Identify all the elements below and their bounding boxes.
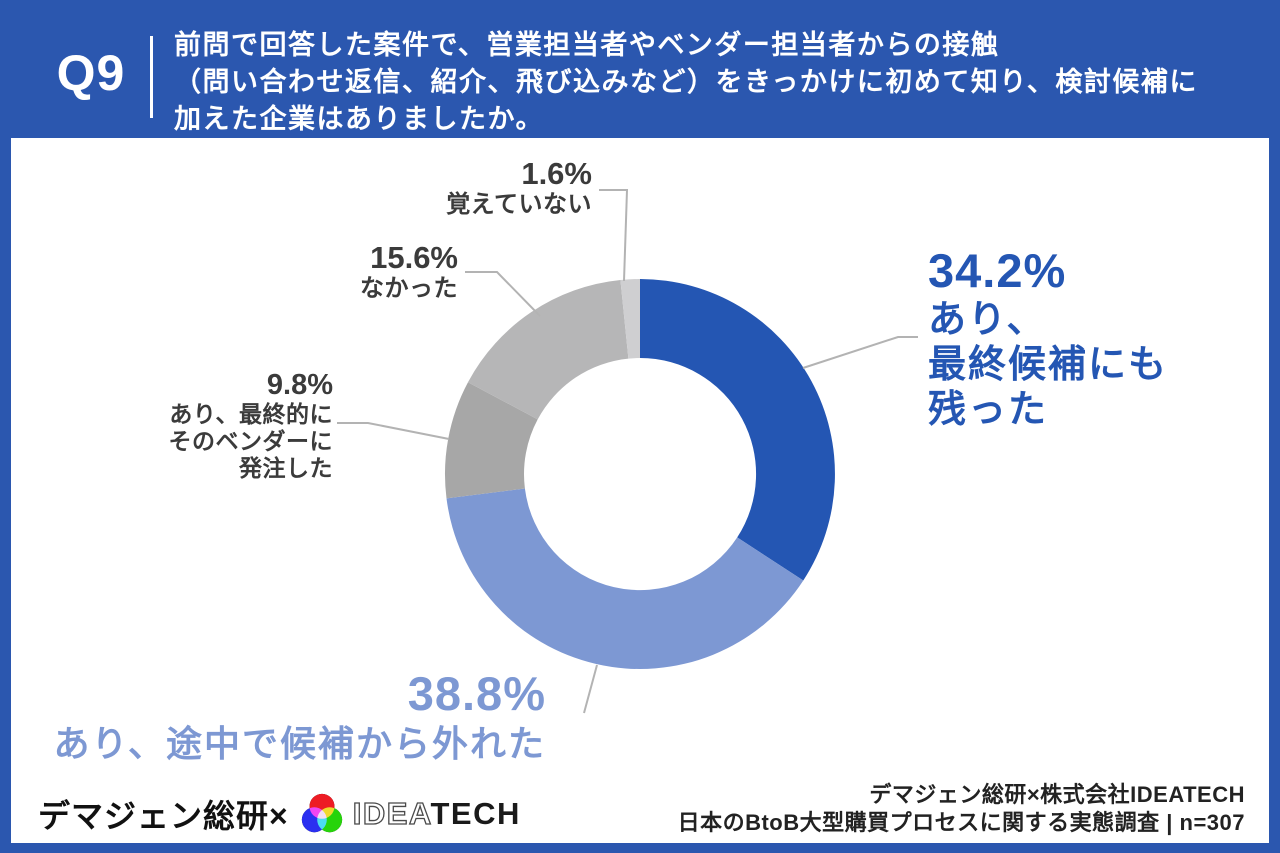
brand-name: デマジェン総研× — [38, 798, 289, 834]
segment-label-line: あり、 — [928, 299, 1047, 341]
percentage-label: 9.8% — [266, 369, 333, 401]
question-line-3: 加えた企業はありましたか。 — [174, 104, 544, 134]
percentage-label: 1.6% — [521, 156, 592, 191]
segment-label-line: 最終候補にも — [928, 344, 1169, 386]
callout-oboeteinai: 1.6% 覚えていない — [330, 156, 592, 219]
header: Q9 前問で回答した案件で、営業担当者やベンダー担当者からの接触 （問い合わせ返… — [0, 0, 1280, 138]
leader-line — [337, 422, 450, 440]
survey-credit: デマジェン総研×株式会社IDEATECH 日本のBtoB大型購買プロセスに関する… — [678, 781, 1245, 837]
donut-slice-0 — [640, 279, 835, 581]
donut-slice-3 — [468, 280, 629, 420]
callout-ari-hacchu: 9.8% あり、最終的に そのベンダーに 発注した — [133, 369, 334, 482]
segment-label-line: 覚えていない — [446, 191, 592, 218]
ideatech-logo-text: IDEATECH — [352, 795, 521, 832]
credit-line-1: デマジェン総研×株式会社IDEATECH — [869, 782, 1245, 807]
logo-tech-part: TECH — [430, 796, 521, 831]
segment-label-line: 発注した — [239, 455, 333, 481]
question-number: Q9 — [56, 45, 126, 101]
percentage-label: 15.6% — [370, 240, 458, 275]
segment-label-line: そのベンダーに — [168, 428, 333, 454]
leader-line — [583, 664, 598, 714]
donut-slice-2 — [444, 382, 538, 499]
segment-label-line: あり、途中で候補から外れた — [53, 723, 546, 764]
percentage-label: 34.2% — [928, 244, 1067, 297]
logo-idea-part: IDEA — [352, 795, 431, 831]
segment-label-line: あり、最終的に — [169, 401, 333, 427]
footer-brand: デマジェン総研× IDEATECH — [38, 783, 521, 845]
callout-nakatta: 15.6% なかった — [258, 240, 458, 303]
percentage-label: 38.8% — [407, 667, 546, 720]
leader-line — [465, 271, 541, 317]
ideatech-rgb-logo-icon — [301, 793, 342, 833]
question-line-1: 前問で回答した案件で、営業担当者やベンダー担当者からの接触 — [174, 30, 1000, 60]
leader-line — [802, 336, 918, 369]
donut-slice-4 — [620, 279, 640, 359]
leader-line — [599, 189, 629, 282]
callout-ari-tochu-hazureta: 38.8% あり、途中で候補から外れた — [40, 668, 546, 767]
question-line-2: （問い合わせ返信、紹介、飛び込みなど）をきっかけに初めて知り、検討候補に — [174, 67, 1198, 97]
donut-slice-1 — [446, 488, 804, 669]
question-text: 前問で回答した案件で、営業担当者やベンダー担当者からの接触 （問い合わせ返信、紹… — [174, 27, 1234, 138]
chart-card — [11, 138, 1269, 843]
credit-line-2: 日本のBtoB大型購買プロセスに関する実態調査 | n=307 — [677, 810, 1245, 835]
segment-label-line: なかった — [360, 275, 458, 302]
segment-label-line: 残った — [928, 389, 1049, 431]
header-divider — [150, 36, 153, 118]
callout-ari-saishu-kouho: 34.2% あり、 最終候補にも 残った — [928, 244, 1168, 433]
